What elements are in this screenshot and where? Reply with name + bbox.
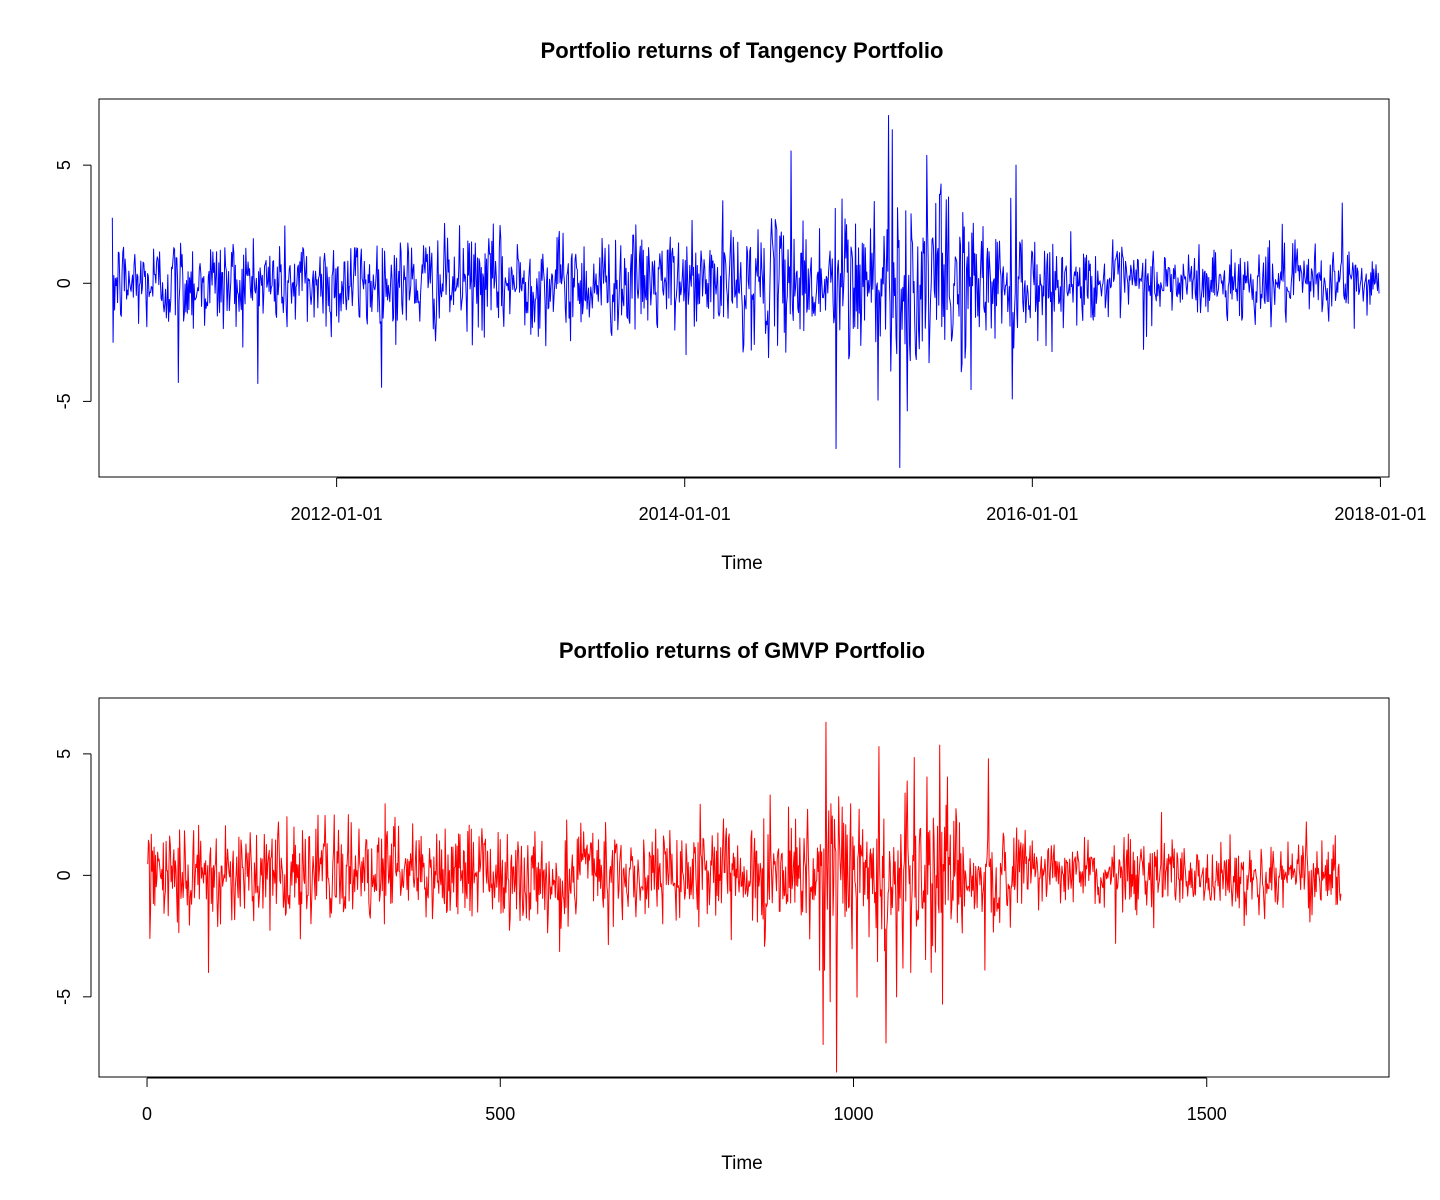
y-axis: -5 0 5 <box>54 749 91 1005</box>
series-layer <box>148 722 1341 1072</box>
series-layer <box>112 116 1379 468</box>
x-axis: 0 500 1000 1500 <box>142 1078 1227 1124</box>
y-tick-label: -5 <box>54 989 74 1005</box>
tangency-chart: Portfolio returns of Tangency Portfolio … <box>54 38 1426 574</box>
gmvp-chart: Portfolio returns of GMVP Portfolio -5 0 5… <box>54 638 1389 1174</box>
y-tick-label: 0 <box>54 870 74 880</box>
x-axis: 2012-01-01 2014-01-01 2016-01-01 2018-01-01 <box>291 478 1427 524</box>
x-tick-label: 2014-01-01 <box>639 504 731 524</box>
y-tick-label: 0 <box>54 278 74 288</box>
x-tick-label: 1000 <box>833 1104 873 1124</box>
y-tick-label: -5 <box>54 393 74 409</box>
chart-title: Portfolio returns of Tangency Portfolio <box>541 38 944 63</box>
y-tick-label: 5 <box>54 160 74 170</box>
x-tick-label: 2012-01-01 <box>291 504 383 524</box>
x-tick-label: 500 <box>485 1104 515 1124</box>
y-tick-label: 5 <box>54 749 74 759</box>
x-tick-label: 2016-01-01 <box>986 504 1078 524</box>
chart-title: Portfolio returns of GMVP Portfolio <box>559 638 925 663</box>
x-tick-label: 1500 <box>1187 1104 1227 1124</box>
x-tick-label: 2018-01-01 <box>1334 504 1426 524</box>
series-line <box>148 722 1341 1072</box>
x-axis-label: Time <box>721 1153 763 1174</box>
y-axis: -5 0 5 <box>54 160 91 409</box>
series-line <box>112 116 1379 468</box>
x-tick-label: 0 <box>142 1104 152 1124</box>
x-axis-label: Time <box>721 553 763 574</box>
